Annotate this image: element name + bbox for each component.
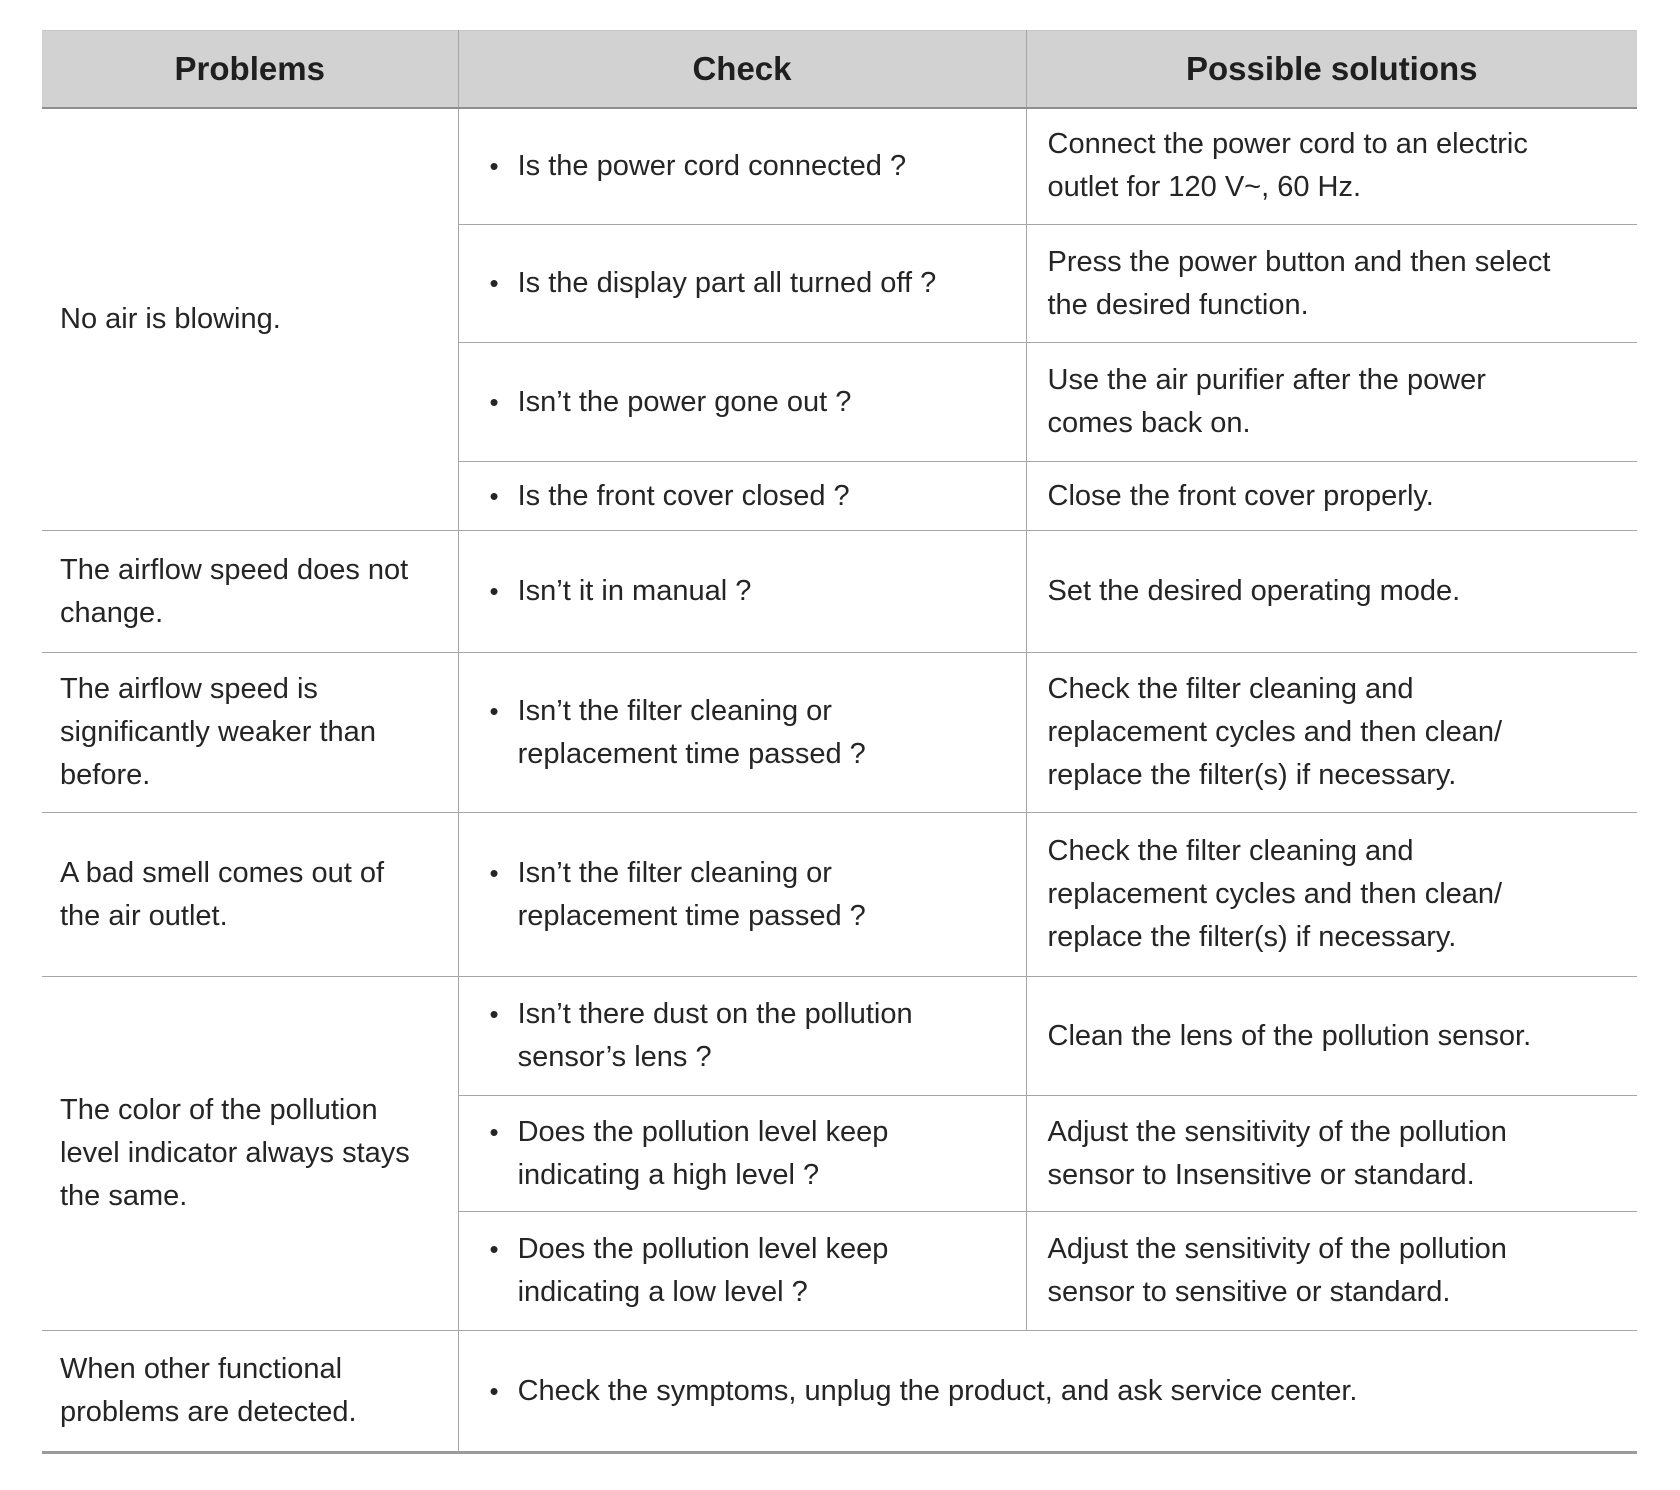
check-cell: • Is the power cord connected ? [457, 107, 1027, 225]
solution-text: Clean the lens of the pollution sensor. [1047, 1019, 1532, 1052]
solution-cell: Press the power button and then select t… [1025, 224, 1637, 343]
check-cell: • Isn’t the filter cleaning or replaceme… [457, 812, 1027, 977]
solution-cell: Use the air purifier after the power com… [1025, 342, 1637, 462]
solution-text: Adjust the sensitivity of the pollution … [1047, 1115, 1507, 1191]
check-text: Does the pollution level keep indicating… [517, 1233, 889, 1308]
table-row: • Does the pollution level keep indicati… [42, 1211, 1637, 1331]
bullet-icon: • [489, 857, 499, 888]
table-row: • Is the front cover closed ? Close the … [42, 461, 1637, 531]
troubleshooting-table: Problems Check Possible solutions No air… [42, 30, 1637, 1454]
bullet-icon: • [489, 999, 499, 1029]
column-header-problems: Problems [42, 30, 459, 109]
problem-cell: A bad smell comes out of the air outlet. [42, 812, 459, 977]
bullet-icon: • [489, 386, 499, 417]
solution-cell: Check the filter cleaning and replacemen… [1025, 812, 1637, 977]
check-cell: • Isn’t the filter cleaning or replaceme… [457, 652, 1027, 813]
check-cell: • Isn’t it in manual ? [457, 530, 1027, 653]
check-text: Is the front cover closed ? [517, 479, 850, 512]
column-header-check: Check [457, 30, 1027, 109]
check-text: Isn’t the power gone out ? [517, 385, 852, 418]
solution-cell: Set the desired operating mode. [1025, 530, 1637, 653]
check-cell: • Is the front cover closed ? [457, 461, 1027, 531]
table-row: When other functional problems are detec… [42, 1330, 1637, 1454]
check-cell: • Isn’t there dust on the pollution sens… [457, 976, 1027, 1096]
solution-text: Check the filter cleaning and replacemen… [1047, 673, 1503, 791]
solution-text: Set the desired operating mode. [1047, 575, 1461, 607]
bullet-icon: • [489, 576, 499, 606]
table-row: • Isn’t the power gone out ? Use the air… [42, 342, 1637, 462]
bullet-icon: • [489, 480, 499, 511]
solution-text: Connect the power cord to an electric ou… [1047, 128, 1528, 204]
check-cell: • Does the pollution level keep indicati… [457, 1095, 1027, 1212]
problem-cell: The airflow speed does not change. [42, 530, 459, 653]
bullet-icon: • [489, 695, 499, 726]
column-header-solutions: Possible solutions [1025, 30, 1637, 109]
problem-cell: When other functional problems are detec… [42, 1330, 459, 1454]
table-row: The airflow speed does not change. • Isn… [42, 530, 1637, 653]
bullet-icon: • [489, 1234, 499, 1264]
table-row: • Is the display part all turned off ? P… [42, 224, 1637, 343]
table-row: A bad smell comes out of the air outlet.… [42, 812, 1637, 977]
check-text: Check the symptoms, unplug the product, … [517, 1374, 1358, 1407]
solution-cell: Check the filter cleaning and replacemen… [1025, 652, 1637, 813]
solution-text: Use the air purifier after the power com… [1047, 364, 1486, 439]
check-cell: • Is the display part all turned off ? [457, 224, 1027, 343]
solution-text: Press the power button and then select t… [1047, 245, 1551, 321]
check-text: Isn’t the filter cleaning or replacement… [517, 694, 866, 770]
check-text: Isn’t there dust on the pollution sensor… [517, 998, 913, 1073]
bullet-icon: • [489, 150, 499, 181]
check-cell: • Isn’t the power gone out ? [457, 342, 1027, 462]
problem-cell: No air is blowing. [42, 107, 459, 531]
check-text: Does the pollution level keep indicating… [517, 1115, 889, 1191]
check-cell: • Check the symptoms, unplug the product… [457, 1330, 1637, 1454]
solution-cell: Clean the lens of the pollution sensor. [1025, 976, 1637, 1096]
problem-cell: The color of the pollution level indicat… [42, 976, 459, 1331]
solution-cell: Close the front cover properly. [1025, 461, 1637, 531]
troubleshooting-table-container: Problems Check Possible solutions No air… [42, 30, 1637, 1454]
bullet-icon: • [489, 1375, 499, 1406]
check-text: Isn’t it in manual ? [517, 575, 752, 607]
solution-cell: Adjust the sensitivity of the pollution … [1025, 1211, 1637, 1331]
check-cell: • Does the pollution level keep indicati… [457, 1211, 1027, 1331]
check-text: Isn’t the filter cleaning or replacement… [517, 856, 866, 932]
solution-text: Close the front cover properly. [1047, 479, 1434, 512]
table-row: The airflow speed is significantly weake… [42, 652, 1637, 813]
check-text: Is the display part all turned off ? [517, 267, 937, 299]
problem-cell: The airflow speed is significantly weake… [42, 652, 459, 813]
bullet-icon: • [489, 268, 499, 298]
table-row: • Does the pollution level keep indicati… [42, 1095, 1637, 1212]
table-row: The color of the pollution level indicat… [42, 976, 1637, 1331]
check-text: Is the power cord connected ? [517, 149, 907, 182]
table-row: No air is blowing. • Is the power cord c… [42, 107, 1637, 531]
solution-text: Check the filter cleaning and replacemen… [1047, 835, 1503, 953]
solution-cell: Adjust the sensitivity of the pollution … [1025, 1095, 1637, 1212]
solution-text: Adjust the sensitivity of the pollution … [1047, 1233, 1507, 1308]
solution-cell: Connect the power cord to an electric ou… [1025, 107, 1637, 225]
bullet-icon: • [489, 1116, 499, 1147]
header-row: Problems Check Possible solutions [42, 30, 1637, 109]
